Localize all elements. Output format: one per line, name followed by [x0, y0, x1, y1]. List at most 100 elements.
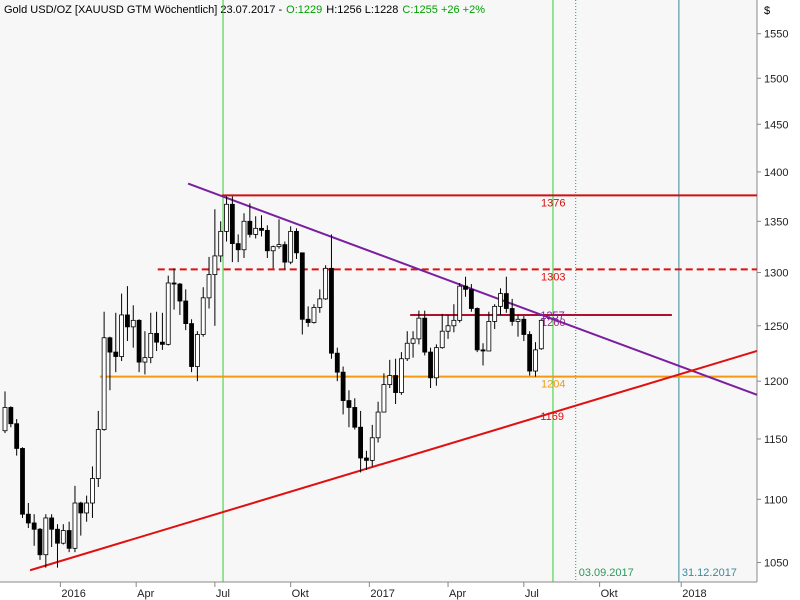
y-tick-label: 1450 [764, 119, 788, 131]
candle-body [340, 371, 346, 401]
candle-body [515, 318, 521, 322]
plot-area [0, 0, 757, 582]
candle-body [276, 244, 282, 248]
candle-body [433, 347, 439, 379]
y-tick-label: 1500 [764, 73, 788, 85]
level-label: 1260 [541, 317, 565, 329]
candle-body [14, 423, 20, 449]
candle-body [399, 358, 404, 393]
y-tick-label: 1100 [764, 494, 788, 506]
candle-body [66, 530, 72, 549]
candle-body [334, 352, 340, 373]
y-tick-label: 1400 [764, 167, 788, 179]
candle-body [323, 267, 329, 300]
trendline-label: 1169 [540, 411, 564, 423]
level-label: 1303 [541, 271, 565, 283]
candle-body [125, 314, 130, 328]
candle-body [305, 318, 311, 323]
candle-body [107, 337, 113, 353]
candle-body [235, 243, 241, 251]
candle-body [352, 407, 358, 428]
x-tick-label: 2017 [370, 588, 394, 600]
candle-body [270, 246, 276, 252]
candle-body [148, 332, 154, 359]
y-tick-label: 1350 [764, 216, 788, 228]
candle-body [259, 227, 264, 231]
candle-body [457, 285, 463, 321]
candle-body [404, 342, 410, 360]
candle-body [212, 255, 218, 276]
candle-body [60, 530, 66, 544]
candle-body [194, 334, 200, 367]
candle-body [101, 337, 107, 430]
header-part: H:1256 L:1228 [326, 4, 398, 16]
candle-body [160, 341, 165, 345]
candle-body [218, 230, 224, 257]
trendline-label: 1257 [540, 310, 564, 322]
candle-body [480, 349, 486, 352]
chart-header: Gold USD/OZ [XAUUSD GTM Wöchentlich] 23.… [4, 4, 485, 16]
level-label: 1376 [541, 197, 565, 209]
x-tick-label: Okt [292, 588, 309, 600]
candle-body [468, 288, 474, 309]
candle-body [95, 429, 101, 479]
candle-body [422, 317, 428, 353]
candle-body [451, 319, 457, 327]
candle-body [206, 274, 212, 299]
candle-body [171, 282, 177, 285]
candle-body [189, 323, 194, 367]
y-unit: $ [764, 5, 770, 17]
candle-body [329, 267, 334, 354]
x-tick-label: 2016 [61, 588, 85, 600]
x-tick-label: Jul [216, 588, 230, 600]
y-tick-label: 1200 [764, 376, 788, 388]
y-tick-label: 1250 [764, 321, 788, 333]
candle-body [294, 230, 299, 254]
candle-body [136, 319, 142, 363]
candle-body [84, 502, 90, 514]
candle-body [119, 314, 125, 357]
candle-body [538, 319, 544, 350]
candle-body [369, 437, 375, 461]
y-tick-label: 1150 [764, 434, 788, 446]
candle-body [224, 203, 229, 232]
header-part: Gold USD/OZ [XAUUSD GTM Wöchentlich] 23.… [4, 4, 282, 16]
x-tick-label: Okt [601, 588, 618, 600]
candle-body [346, 400, 352, 408]
candle-body [264, 229, 270, 252]
candle-body [177, 283, 183, 302]
candle-body [521, 318, 527, 335]
x-tick-label: 2018 [682, 588, 706, 600]
candle-body [317, 298, 323, 308]
candle-body [527, 334, 533, 372]
y-tick-label: 1050 [764, 557, 788, 569]
candle-body [183, 300, 189, 324]
candle-body [130, 319, 136, 328]
candle-body [241, 220, 247, 251]
candle-body [31, 522, 37, 530]
candle-body [364, 457, 369, 461]
candle-body [113, 351, 119, 357]
x-tick-label: Apr [137, 588, 154, 600]
candle-body [381, 384, 387, 413]
candle-body [90, 478, 95, 504]
y-tick-label: 1550 [764, 29, 788, 41]
candle-body [416, 317, 422, 340]
candle-body [20, 448, 25, 515]
candle-body [78, 502, 84, 514]
candle-body [393, 375, 398, 393]
candle-body [410, 338, 416, 344]
candle-body [439, 330, 445, 349]
candle-body [43, 517, 49, 556]
candle-body [154, 332, 159, 343]
candle-body [55, 528, 60, 544]
date-label: 03.09.2017 [579, 567, 634, 579]
candle-body [247, 220, 253, 235]
candle-body [509, 308, 515, 322]
candle-body [8, 407, 14, 425]
candle-body [311, 307, 317, 323]
candle-body [299, 252, 305, 320]
candle-body [533, 349, 538, 372]
candle-body [72, 502, 78, 549]
